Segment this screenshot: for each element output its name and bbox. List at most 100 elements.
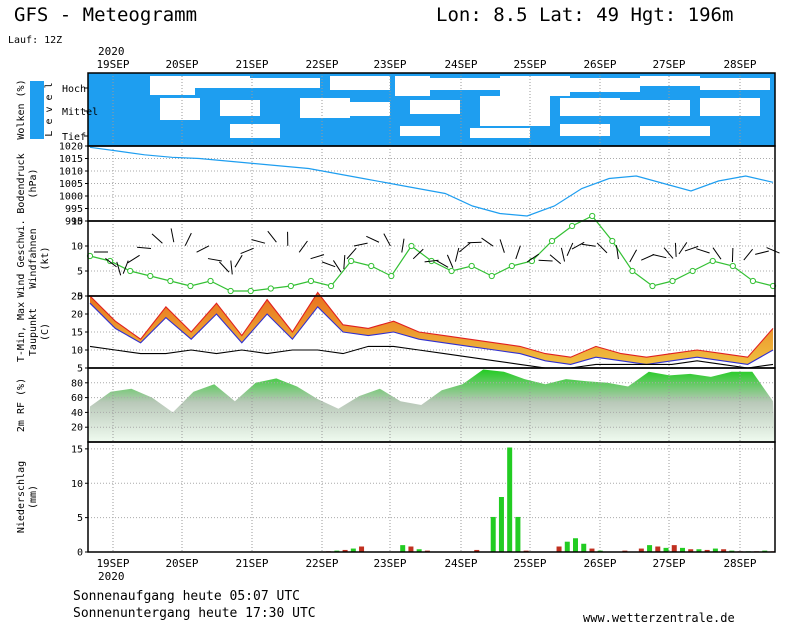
precip-ytick-label-0: 0 [77, 548, 83, 559]
wind-speed-point-24 [569, 222, 576, 230]
wind-barb-54 [696, 248, 710, 254]
wind-speed-point-11 [307, 277, 315, 285]
wind-barb-7 [170, 228, 175, 243]
precip-bar-74 [696, 549, 702, 552]
wind-barb-51 [674, 242, 677, 257]
wind-barb-36 [499, 239, 505, 253]
sunrise-text: Sonnenaufgang heute 05:07 UTC [73, 589, 300, 604]
precip-bar-76 [712, 548, 718, 552]
precip-bar-75 [704, 549, 710, 552]
wind-barb-23 [346, 247, 357, 260]
top-date-label-0: 19SEP [96, 58, 129, 71]
wind-barb-47 [629, 249, 638, 263]
wind-barb-46 [615, 245, 619, 260]
top-date-label-9: 28SEP [723, 58, 756, 71]
wind-barb-25 [366, 235, 380, 243]
precip-bar-52 [515, 516, 521, 552]
wind-speed-point-25 [589, 212, 596, 220]
cloud-gap-5 [430, 78, 500, 90]
wind-barb-45 [596, 242, 608, 254]
wind-barb-21 [332, 260, 342, 273]
precip-bar-31 [342, 549, 348, 552]
cloud-gap-23 [640, 126, 710, 136]
wind-speed-point-18 [448, 267, 455, 275]
precip-bar-77 [721, 549, 727, 552]
wind-speed-point-27 [629, 267, 636, 275]
wind-barb-59 [766, 247, 780, 254]
wind-barb-39 [538, 259, 553, 262]
wind-speed-point-19 [468, 262, 475, 270]
precip-bar-50 [498, 497, 504, 552]
rh-ytick-label-0: 20 [71, 423, 83, 434]
wind-speed-point-28 [649, 282, 656, 290]
wind-barb-43 [571, 241, 585, 250]
cloud-gap-22 [560, 124, 610, 136]
wind-barb-55 [712, 247, 722, 260]
wind-speed-point-5 [187, 282, 194, 290]
wind-speed-point-32 [729, 262, 736, 270]
precip-bar-69 [655, 546, 661, 552]
precip-bar-72 [679, 547, 685, 552]
bottom-date-label-4: 23SEP [373, 557, 406, 570]
wind-barb-1 [105, 258, 117, 268]
cloud-level-tief: Tief [62, 132, 86, 143]
wind-speed-point-7 [227, 287, 234, 295]
wind-barb-33 [459, 242, 471, 253]
cloud-gap-8 [640, 76, 700, 86]
pressure-ylabel-0: Bodendruck [16, 153, 27, 213]
pressure-ytick-label-6: 1020 [59, 142, 83, 153]
temp-ytick-label-4: 25 [71, 292, 83, 303]
wind-barb-37 [515, 245, 521, 260]
cloud-gap-10 [160, 98, 200, 120]
bottom-date-label-8: 27SEP [652, 557, 685, 570]
pressure-ytick-label-3: 1005 [59, 179, 83, 190]
model-title: GFS - Meteogramm [14, 4, 197, 26]
wind-speed-point-14 [368, 262, 375, 270]
cloud-gap-12 [300, 98, 350, 118]
cloud-gap-0 [150, 76, 195, 95]
temp-ytick-label-3: 20 [71, 310, 83, 321]
pressure-frame [87, 145, 776, 222]
wind-barb-4 [127, 254, 140, 264]
precip-bar-39 [408, 546, 414, 552]
temp-max-line [89, 291, 774, 358]
wind-barb-14 [240, 247, 254, 255]
wind-barb-28 [412, 248, 424, 260]
wind-barb-6 [151, 233, 163, 244]
wind-barb-5 [137, 246, 152, 249]
wind-ytick-label-1: 5 [77, 267, 83, 278]
cloud-gap-9 [700, 78, 770, 90]
pressure-ytick-label-1: 995 [65, 204, 83, 215]
wind-speed-point-33 [749, 277, 757, 285]
precip-ytick-label-2: 10 [71, 479, 83, 490]
precip-bar-70 [663, 547, 669, 552]
rh-ytick-label-3: 80 [71, 378, 83, 389]
wind-barb-15 [251, 239, 266, 244]
location-info: Lon: 8.5 Lat: 49 Hgt: 196m [436, 4, 733, 26]
temp-ylabel-2: (C) [40, 323, 51, 341]
temp-min-line [89, 302, 774, 365]
cloud-gap-7 [570, 78, 640, 92]
wind-barb-12 [230, 260, 233, 275]
top-date-label-8: 27SEP [652, 58, 685, 71]
cloud-gap-21 [470, 128, 530, 138]
wind-barb-49 [652, 254, 667, 259]
year-label-bottom: 2020 [98, 570, 125, 583]
precip-ytick-label-3: 15 [71, 444, 83, 455]
top-date-label-6: 25SEP [513, 58, 546, 71]
bottom-date-label-6: 25SEP [513, 557, 546, 570]
wind-speed-point-26 [609, 237, 616, 245]
cloud-gap-19 [230, 124, 280, 138]
precip-bar-47 [474, 549, 480, 552]
pressure-ytick-label-0: 990 [65, 217, 83, 228]
wind-speed-point-2 [127, 267, 134, 275]
temp-ylabel-0: T-Min, Max [16, 302, 27, 362]
precip-bar-38 [400, 545, 406, 552]
wind-barb-52 [678, 242, 688, 255]
cloud-gap-1 [195, 76, 250, 88]
wind-barb-38 [526, 253, 540, 263]
wind-barb-53 [684, 245, 699, 252]
cloud-gap-6 [500, 76, 570, 96]
wind-barb-58 [755, 250, 769, 255]
